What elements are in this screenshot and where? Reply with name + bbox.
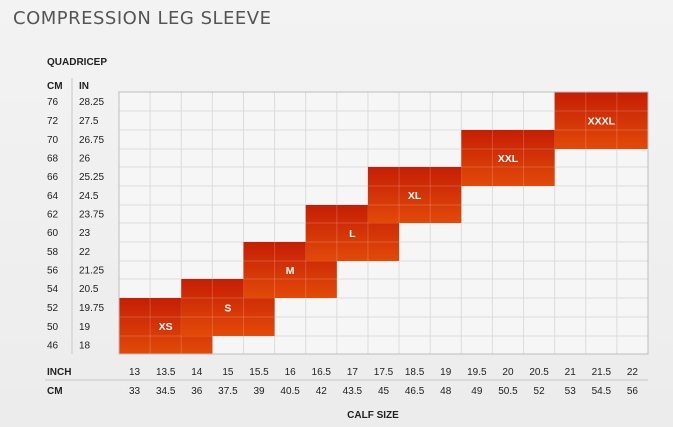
x-tick-inch: 18.5 [405, 367, 425, 378]
y-tick-cm: 64 [47, 191, 59, 202]
y-tick-in: 18 [79, 341, 91, 352]
x-tick-inch: 20 [502, 367, 514, 378]
x-tick-cm: 39 [253, 386, 265, 397]
y-tick-cm: 72 [47, 116, 59, 127]
x-tick-cm: 49 [471, 386, 483, 397]
y-tick-cm: 46 [47, 341, 59, 352]
y-tick-in: 22 [79, 247, 91, 258]
y-axis-header-in: IN [79, 81, 89, 92]
x-tick-cm: 33 [129, 386, 141, 397]
x-tick-cm: 54.5 [592, 386, 612, 397]
y-tick-cm: 70 [47, 135, 59, 146]
x-tick-inch: 15.5 [249, 367, 269, 378]
x-tick-inch: 14 [191, 367, 203, 378]
y-tick-in: 25.25 [79, 172, 104, 183]
y-axis-title: QUADRICEP [47, 57, 107, 68]
y-tick-in: 26.75 [79, 135, 104, 146]
x-tick-cm: 48 [440, 386, 452, 397]
x-tick-cm: 36 [191, 386, 203, 397]
x-tick-inch: 21 [565, 367, 577, 378]
page-title: COMPRESSION LEG SLEEVE [13, 8, 272, 29]
x-tick-cm: 40.5 [280, 386, 300, 397]
x-tick-cm: 46.5 [405, 386, 425, 397]
size-label-l: L [349, 228, 356, 240]
x-tick-cm: 52 [534, 386, 546, 397]
x-tick-cm: 37.5 [218, 386, 238, 397]
x-tick-cm: 56 [627, 386, 639, 397]
x-tick-inch: 16 [285, 367, 297, 378]
x-tick-inch: 13 [129, 367, 141, 378]
x-tick-cm: 53 [565, 386, 577, 397]
y-tick-in: 20.5 [79, 284, 99, 295]
x-tick-inch: 21.5 [592, 367, 612, 378]
y-tick-cm: 58 [47, 247, 59, 258]
x-tick-cm: 43.5 [343, 386, 363, 397]
y-tick-in: 28.25 [79, 97, 104, 108]
y-tick-cm: 60 [47, 228, 59, 239]
x-tick-inch: 19 [440, 367, 452, 378]
y-tick-in: 24.5 [79, 191, 99, 202]
y-tick-in: 19 [79, 322, 91, 333]
x-tick-cm: 34.5 [156, 386, 176, 397]
y-axis-header-cm: CM [47, 81, 63, 92]
x-tick-cm: 42 [316, 386, 328, 397]
x-axis-header-inch: INCH [47, 367, 71, 378]
y-tick-cm: 76 [47, 97, 59, 108]
x-tick-inch: 15 [222, 367, 234, 378]
x-tick-inch: 19.5 [467, 367, 487, 378]
x-tick-inch: 17.5 [374, 367, 394, 378]
x-tick-inch: 20.5 [529, 367, 549, 378]
y-tick-in: 23.75 [79, 210, 104, 221]
y-tick-cm: 66 [47, 172, 59, 183]
size-block-xxxl [554, 92, 648, 149]
size-label-xs: XS [159, 321, 173, 333]
y-tick-cm: 62 [47, 210, 59, 221]
y-tick-cm: 56 [47, 266, 59, 277]
y-tick-in: 23 [79, 228, 91, 239]
size-block-xl [367, 167, 462, 223]
y-tick-cm: 54 [47, 284, 59, 295]
y-tick-cm: 68 [47, 154, 59, 165]
y-tick-in: 26 [79, 154, 91, 165]
size-label-s: S [224, 303, 231, 315]
x-tick-inch: 16.5 [312, 367, 332, 378]
x-axis-header-cm: CM [47, 386, 63, 397]
x-tick-inch: 22 [627, 367, 639, 378]
y-tick-in: 27.5 [79, 116, 99, 127]
x-tick-inch: 13.5 [156, 367, 176, 378]
y-tick-cm: 52 [47, 303, 59, 314]
x-tick-inch: 17 [347, 367, 359, 378]
y-tick-in: 21.25 [79, 266, 104, 277]
y-tick-in: 19.75 [79, 303, 104, 314]
x-tick-cm: 45 [378, 386, 390, 397]
size-label-m: M [286, 265, 295, 277]
size-label-xl: XL [408, 190, 422, 202]
x-tick-cm: 50.5 [498, 386, 518, 397]
x-axis-title: CALF SIZE [347, 410, 399, 421]
size-label-xxxl: XXXL [588, 116, 616, 128]
size-label-xxl: XXL [498, 153, 519, 165]
plot-frame [118, 91, 649, 355]
y-tick-cm: 50 [47, 322, 59, 333]
size-block-xxl [461, 130, 555, 186]
